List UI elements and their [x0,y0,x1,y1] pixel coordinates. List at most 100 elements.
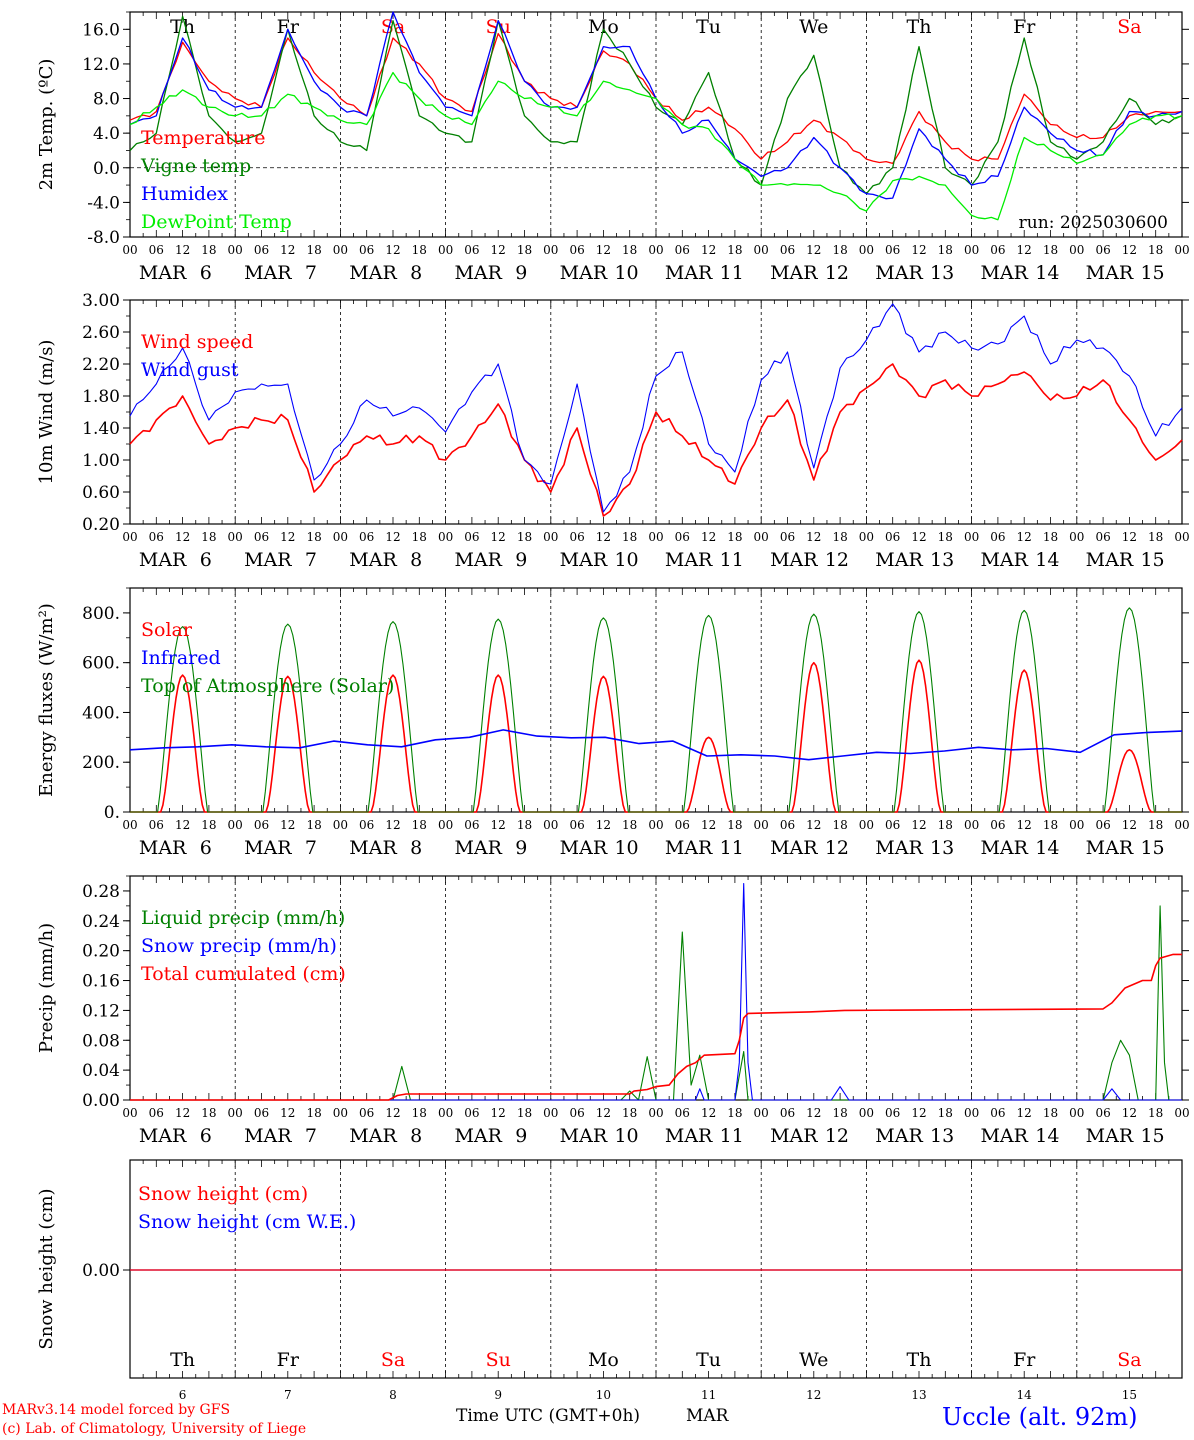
month-label: MAR [980,262,1028,284]
hour-tick-label: 06 [990,530,1005,544]
hour-tick-label: 12 [175,818,190,832]
hour-tick-label: 06 [1095,818,1110,832]
hour-tick-label: 06 [675,1106,690,1120]
date-label: 11 [720,837,744,859]
y-tick-label: 400. [82,703,120,723]
day-name: Sa [1117,16,1141,38]
hour-tick-label: 18 [306,818,321,832]
date-label: 10 [614,262,638,284]
hour-tick-label: 18 [1148,243,1163,257]
hour-tick-label: 00 [1069,1106,1084,1120]
hour-tick-label: 06 [149,243,164,257]
y-tick-label: 2.20 [82,355,120,375]
panel-frame [129,11,1183,238]
date-label: 6 [200,1125,212,1147]
hour-tick-label: 00 [438,818,453,832]
hour-tick-label: 06 [254,818,269,832]
hour-tick-label: 00 [122,243,137,257]
y-axis-label: Precip (mm/h) [36,923,57,1053]
month-label: MAR [349,262,397,284]
lab-credit: (c) Lab. of Climatology, University of L… [2,1421,307,1437]
hour-tick-label: 12 [701,243,716,257]
hour-tick-label: 18 [622,1106,637,1120]
hour-tick-label: 06 [1095,243,1110,257]
date-label: 12 [825,1125,849,1147]
hour-tick-label: 06 [675,530,690,544]
hour-tick-label: 06 [569,530,584,544]
date-label: 10 [596,1388,611,1402]
hour-tick-label: 00 [1174,818,1189,832]
date-label: 10 [614,1125,638,1147]
hour-tick-label: 00 [754,243,769,257]
hour-tick-label: 18 [832,243,847,257]
date-label: 11 [720,262,744,284]
y-tick-label: 1.40 [82,419,120,439]
day-name: Fr [1013,1349,1036,1371]
date-label: 11 [701,1388,716,1402]
date-label: 10 [614,549,638,571]
hour-tick-label: 06 [464,243,479,257]
hour-tick-label: 18 [1043,530,1058,544]
y-tick-label: 0.0 [93,159,120,179]
date-label: 8 [410,549,422,571]
month-label: MAR [770,549,818,571]
hour-tick-label: 18 [201,530,216,544]
date-label: 13 [911,1388,926,1402]
hour-tick-label: 12 [385,818,400,832]
series-line-0 [129,363,1183,517]
day-name: Th [170,16,195,38]
hour-tick-label: 00 [333,818,348,832]
y-axis-label: Energy fluxes (W/m²) [36,603,57,797]
month-label: MAR [980,837,1028,859]
month-label: MAR [665,262,713,284]
date-label: 15 [1140,837,1164,859]
date-label: 9 [515,1125,527,1147]
hour-tick-label: 00 [228,818,243,832]
hour-tick-label: 18 [727,530,742,544]
hour-tick-label: 06 [569,243,584,257]
hour-tick-label: 12 [385,243,400,257]
month-label: MAR [560,262,608,284]
y-tick-label: 12.0 [82,55,120,75]
hour-tick-label: 06 [359,1106,374,1120]
hour-tick-label: 06 [675,818,690,832]
hour-tick-label: 00 [1069,243,1084,257]
hour-tick-label: 00 [859,530,874,544]
hour-tick-label: 18 [306,1106,321,1120]
hour-tick-label: 18 [412,1106,427,1120]
date-label: 14 [1035,262,1059,284]
hour-tick-label: 00 [648,1106,663,1120]
time-axis-label: Time UTC (GMT+0h) [456,1406,641,1426]
date-label: 6 [200,549,212,571]
time-axis-month: MAR [686,1406,729,1426]
hour-tick-label: 18 [412,243,427,257]
legend-entry: DewPoint Temp [141,211,292,233]
y-tick-label: 8.0 [93,90,120,110]
month-label: MAR [1086,549,1134,571]
hour-tick-label: 18 [727,818,742,832]
date-label: 8 [389,1388,397,1402]
day-name: Th [170,1349,195,1371]
hour-tick-label: 12 [701,530,716,544]
hour-tick-label: 00 [228,530,243,544]
hour-tick-label: 00 [859,818,874,832]
hour-tick-label: 00 [438,243,453,257]
month-label: MAR [770,837,818,859]
legend-entry: Vigne temp [140,155,251,177]
date-label: 9 [515,837,527,859]
series-line-3 [129,71,1183,221]
date-label: 12 [825,262,849,284]
month-label: MAR [454,1125,502,1147]
hour-tick-label: 18 [832,530,847,544]
legend-entry: Wind speed [141,331,253,353]
day-name: Fr [1013,16,1036,38]
hour-tick-label: 18 [412,530,427,544]
y-tick-label: 200. [82,753,120,773]
month-label: MAR [875,262,923,284]
hour-tick-label: 06 [990,243,1005,257]
y-tick-label: 0.12 [82,1001,120,1021]
hour-tick-label: 00 [122,530,137,544]
hour-tick-label: 18 [1148,1106,1163,1120]
hour-tick-label: 18 [201,1106,216,1120]
month-label: MAR [665,837,713,859]
